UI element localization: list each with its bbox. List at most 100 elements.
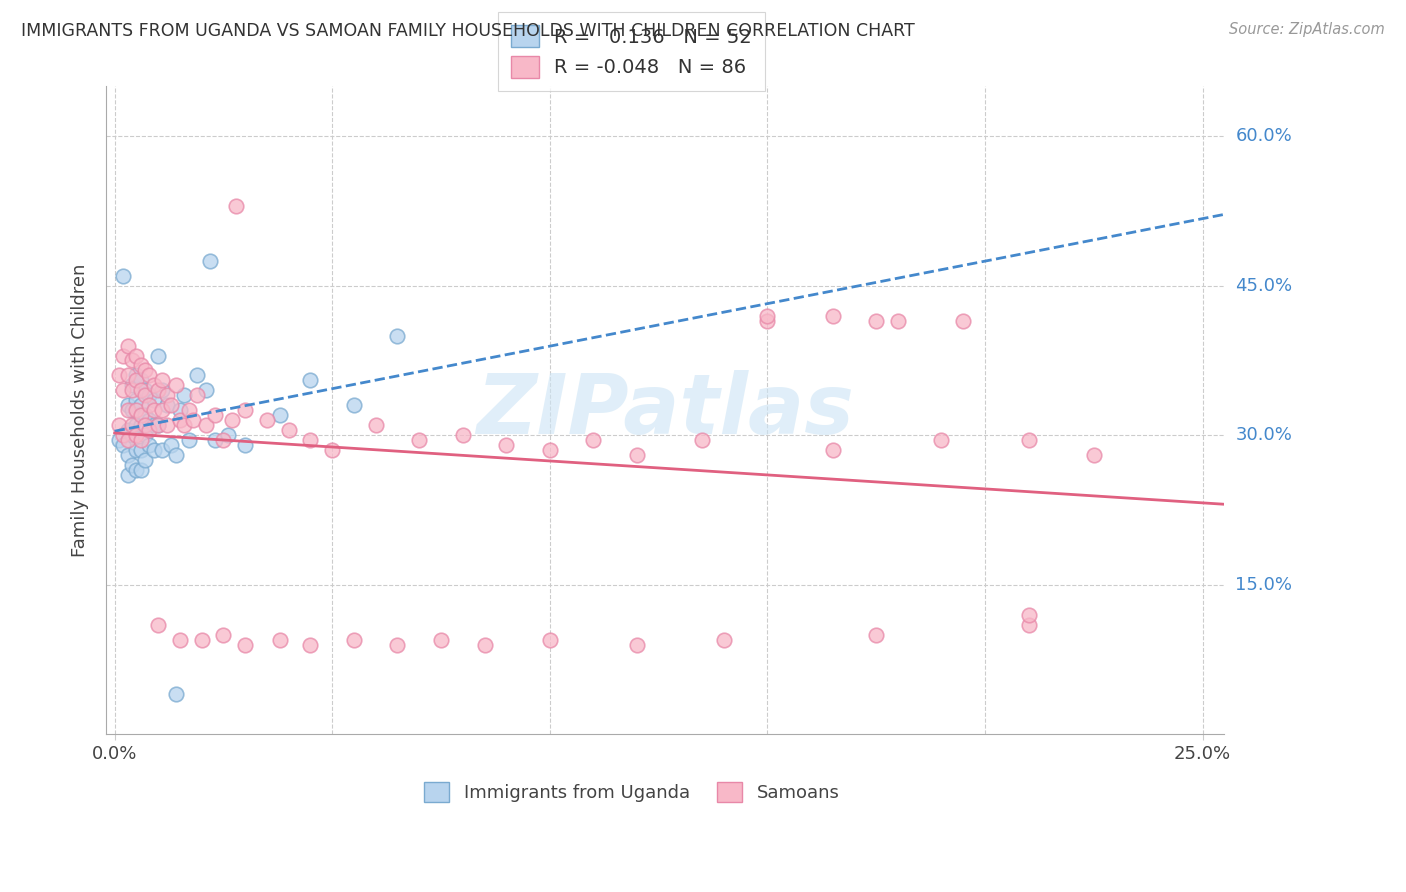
- Point: [408, 434, 430, 448]
- Text: ZIPatlas: ZIPatlas: [477, 370, 853, 450]
- Point: [142, 403, 165, 417]
- Point: [125, 349, 148, 363]
- Point: [142, 378, 165, 392]
- Point: [212, 434, 235, 448]
- Text: 15.0%: 15.0%: [1236, 575, 1292, 594]
- Point: [299, 638, 322, 652]
- Point: [299, 373, 322, 387]
- Point: [121, 458, 143, 472]
- Text: IMMIGRANTS FROM UGANDA VS SAMOAN FAMILY HOUSEHOLDS WITH CHILDREN CORRELATION CHA: IMMIGRANTS FROM UGANDA VS SAMOAN FAMILY …: [21, 22, 915, 40]
- Point: [173, 388, 195, 402]
- Point: [474, 638, 496, 652]
- Point: [129, 463, 152, 477]
- Point: [931, 434, 953, 448]
- Point: [1018, 434, 1040, 448]
- Point: [160, 438, 183, 452]
- Point: [112, 438, 135, 452]
- Point: [186, 368, 208, 383]
- Point: [146, 418, 169, 433]
- Point: [626, 638, 648, 652]
- Point: [256, 413, 278, 427]
- Point: [177, 403, 200, 417]
- Point: [152, 384, 174, 398]
- Point: [125, 428, 148, 442]
- Point: [321, 443, 343, 458]
- Point: [865, 627, 887, 641]
- Point: [169, 413, 191, 427]
- Point: [117, 468, 139, 483]
- Point: [690, 434, 713, 448]
- Point: [112, 384, 135, 398]
- Point: [299, 434, 322, 448]
- Point: [129, 398, 152, 412]
- Point: [134, 428, 156, 442]
- Point: [713, 632, 735, 647]
- Point: [1083, 448, 1105, 462]
- Point: [186, 388, 208, 402]
- Point: [204, 434, 226, 448]
- Point: [343, 398, 366, 412]
- Point: [269, 409, 291, 423]
- Point: [343, 632, 366, 647]
- Point: [125, 443, 148, 458]
- Point: [173, 418, 195, 433]
- Point: [108, 434, 131, 448]
- Point: [121, 418, 143, 433]
- Point: [138, 413, 160, 427]
- Point: [142, 418, 165, 433]
- Point: [538, 443, 561, 458]
- Point: [626, 448, 648, 462]
- Point: [217, 428, 239, 442]
- Point: [129, 409, 152, 423]
- Text: 45.0%: 45.0%: [1236, 277, 1292, 294]
- Point: [821, 443, 844, 458]
- Point: [165, 688, 187, 702]
- Point: [152, 443, 174, 458]
- Point: [117, 448, 139, 462]
- Point: [121, 403, 143, 417]
- Point: [190, 632, 212, 647]
- Point: [156, 388, 179, 402]
- Point: [156, 418, 179, 433]
- Point: [156, 398, 179, 412]
- Point: [108, 418, 131, 433]
- Text: 30.0%: 30.0%: [1236, 426, 1292, 444]
- Point: [138, 423, 160, 437]
- Point: [129, 359, 152, 373]
- Point: [181, 413, 204, 427]
- Point: [204, 409, 226, 423]
- Point: [538, 632, 561, 647]
- Point: [134, 453, 156, 467]
- Point: [865, 313, 887, 327]
- Point: [138, 368, 160, 383]
- Point: [195, 384, 218, 398]
- Y-axis label: Family Households with Children: Family Households with Children: [72, 264, 89, 557]
- Text: 60.0%: 60.0%: [1236, 128, 1292, 145]
- Point: [138, 398, 160, 412]
- Point: [233, 403, 256, 417]
- Point: [129, 384, 152, 398]
- Point: [169, 632, 191, 647]
- Point: [125, 403, 148, 417]
- Point: [165, 448, 187, 462]
- Point: [269, 632, 291, 647]
- Point: [152, 373, 174, 387]
- Point: [756, 309, 779, 323]
- Point: [112, 428, 135, 442]
- Point: [129, 418, 152, 433]
- Point: [165, 378, 187, 392]
- Point: [152, 403, 174, 417]
- Point: [821, 309, 844, 323]
- Point: [134, 409, 156, 423]
- Point: [125, 393, 148, 408]
- Point: [117, 434, 139, 448]
- Point: [121, 384, 143, 398]
- Point: [125, 418, 148, 433]
- Point: [387, 328, 409, 343]
- Point: [138, 388, 160, 402]
- Point: [125, 463, 148, 477]
- Point: [134, 388, 156, 402]
- Point: [134, 384, 156, 398]
- Point: [430, 632, 453, 647]
- Point: [160, 398, 183, 412]
